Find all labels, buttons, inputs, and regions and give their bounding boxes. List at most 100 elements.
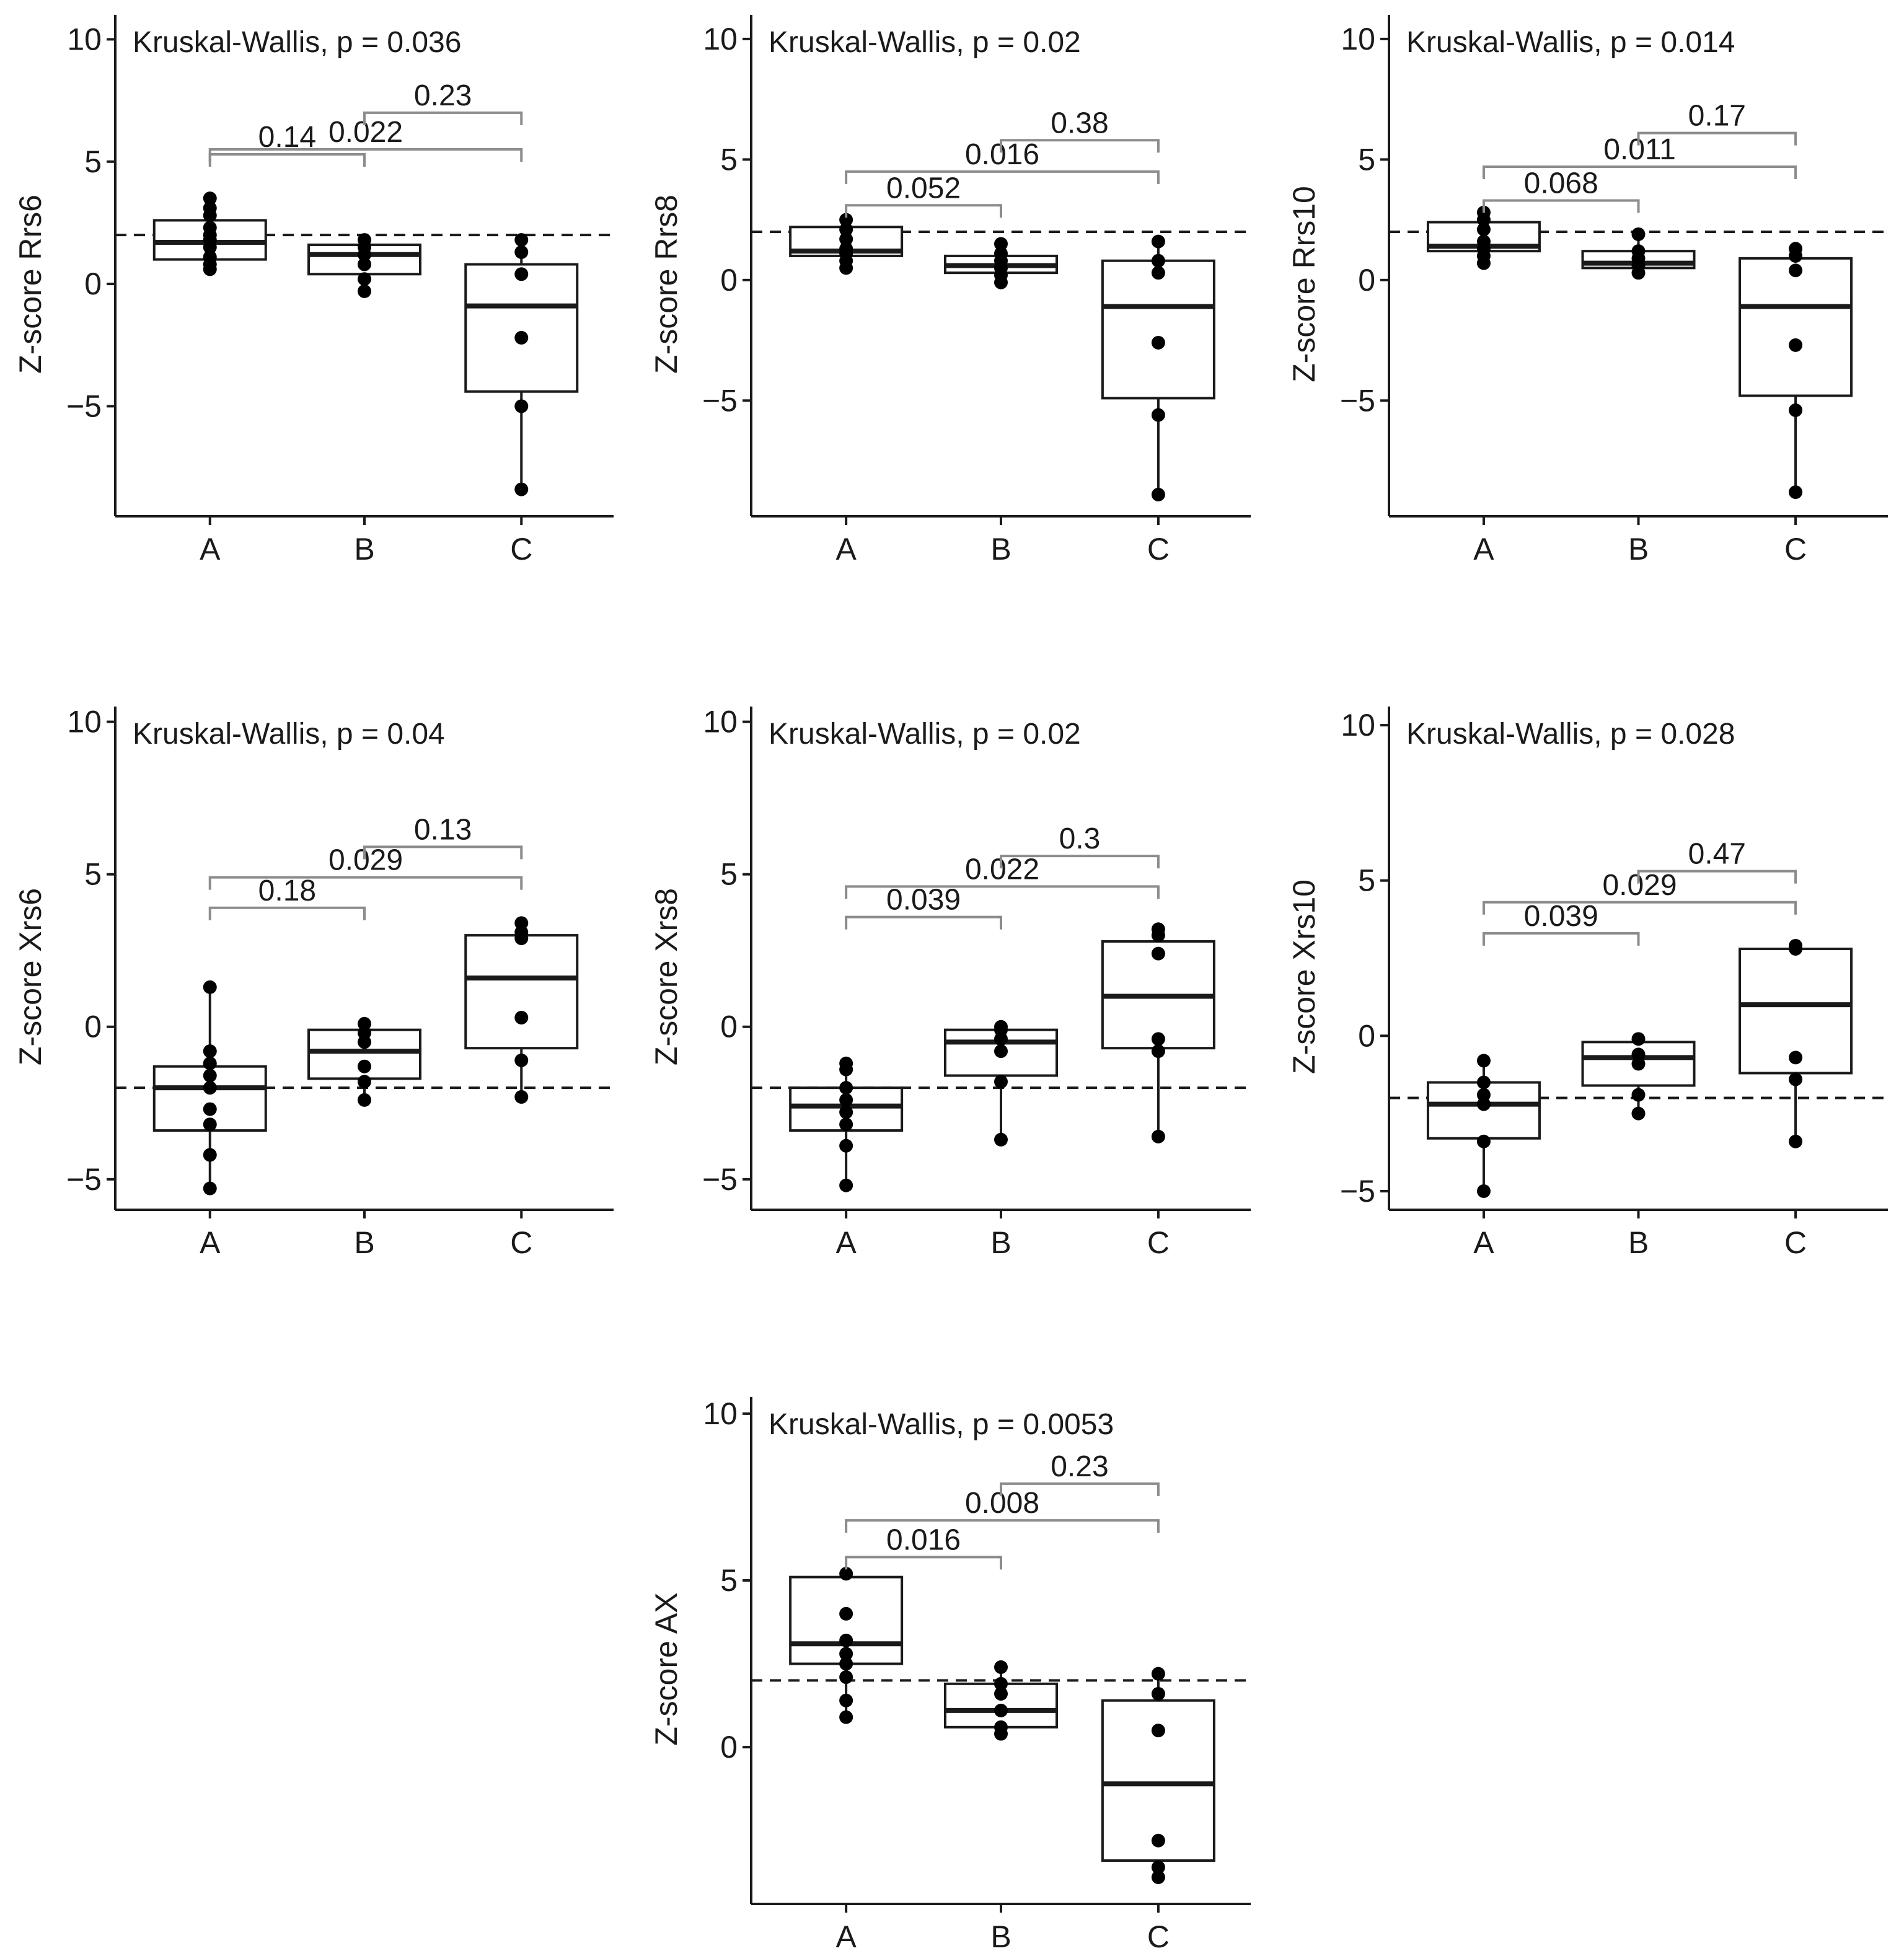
data-point bbox=[514, 399, 529, 413]
y-tick-label: 10 bbox=[703, 1396, 738, 1431]
data-point bbox=[358, 1075, 371, 1089]
data-point bbox=[1151, 234, 1165, 249]
comparison-p-value: 0.068 bbox=[1524, 167, 1598, 200]
data-point bbox=[358, 284, 371, 298]
chart-panel: 0.18 0.029 0.13 −5 0 5 10 A B C Z-score Xrs6 Kruska… bbox=[13, 705, 614, 1260]
data-point bbox=[203, 1102, 217, 1116]
data-point bbox=[839, 222, 853, 237]
data-point bbox=[1631, 1032, 1646, 1046]
comparison-p-value: 0.23 bbox=[414, 79, 472, 112]
data-point bbox=[358, 1093, 371, 1107]
data-point bbox=[839, 1670, 853, 1685]
y-tick-label: 5 bbox=[84, 857, 102, 892]
x-tick-label: A bbox=[200, 1225, 221, 1260]
comparison-p-value: 0.3 bbox=[1059, 822, 1101, 855]
y-tick-label: −5 bbox=[1340, 383, 1375, 418]
comparison-p-value: 0.029 bbox=[328, 844, 403, 877]
chart-title: Kruskal-Wallis, p = 0.028 bbox=[1406, 718, 1735, 751]
data-point bbox=[203, 980, 217, 994]
data-point bbox=[1151, 1667, 1165, 1681]
data-point bbox=[1476, 222, 1491, 237]
x-tick-label: B bbox=[354, 1225, 374, 1260]
comparison-p-value: 0.016 bbox=[886, 1523, 961, 1556]
x-tick-label: C bbox=[510, 1225, 532, 1260]
data-point bbox=[839, 1178, 853, 1192]
data-point bbox=[203, 1044, 217, 1059]
data-point bbox=[358, 233, 371, 247]
y-axis-label: Z-score Rrs6 bbox=[13, 195, 48, 374]
data-point bbox=[1631, 1057, 1646, 1071]
data-point bbox=[994, 237, 1008, 251]
comparison-bracket bbox=[845, 1556, 1002, 1570]
data-point bbox=[1631, 1106, 1646, 1121]
data-point bbox=[839, 1567, 853, 1581]
box bbox=[464, 934, 579, 1050]
data-point bbox=[839, 1647, 853, 1661]
data-point bbox=[514, 267, 529, 281]
data-point bbox=[203, 1068, 217, 1083]
comparison-bracket bbox=[208, 876, 523, 890]
chart-title: Kruskal-Wallis, p = 0.036 bbox=[133, 26, 461, 59]
y-axis-label: Z-score Rrs8 bbox=[649, 195, 684, 374]
comparison-p-value: 0.039 bbox=[1524, 900, 1598, 933]
y-tick-label: 10 bbox=[1341, 708, 1375, 742]
data-point bbox=[839, 1093, 853, 1107]
data-point bbox=[839, 232, 853, 246]
data-point bbox=[1151, 1833, 1165, 1848]
comparison-bracket bbox=[1482, 199, 1640, 213]
comparison-bracket bbox=[845, 915, 1002, 930]
y-tick-label: −5 bbox=[702, 1162, 738, 1197]
data-point bbox=[1151, 253, 1165, 268]
comparison-p-value: 0.039 bbox=[886, 884, 961, 917]
comparison-p-value: 0.022 bbox=[965, 853, 1039, 886]
x-tick-label: A bbox=[835, 1919, 857, 1954]
x-tick-label: C bbox=[1147, 1225, 1170, 1260]
data-point bbox=[1151, 1032, 1165, 1046]
box bbox=[1101, 259, 1215, 400]
data-point bbox=[1789, 485, 1803, 500]
x-tick-label: B bbox=[1628, 1225, 1649, 1260]
y-tick-label: 0 bbox=[1358, 1018, 1375, 1053]
comparison-bracket bbox=[1000, 139, 1160, 153]
data-point bbox=[203, 1056, 217, 1070]
comparison-p-value: 0.17 bbox=[1688, 100, 1746, 133]
comparison-p-value: 0.38 bbox=[1051, 107, 1108, 139]
x-tick-label: C bbox=[1147, 1919, 1170, 1954]
data-point bbox=[1789, 338, 1803, 352]
comparison-bracket bbox=[1482, 932, 1640, 946]
x-tick-label: B bbox=[990, 532, 1011, 566]
y-tick-label: 5 bbox=[84, 144, 102, 179]
y-tick-label: 5 bbox=[720, 142, 738, 177]
data-point bbox=[1789, 403, 1803, 417]
chart-title: Kruskal-Wallis, p = 0.02 bbox=[769, 718, 1081, 751]
y-axis-label: Z-score AX bbox=[649, 1592, 684, 1745]
y-tick-label: 10 bbox=[67, 22, 102, 56]
y-tick-label: 0 bbox=[720, 1010, 738, 1044]
comparison-bracket bbox=[845, 170, 1160, 184]
data-point bbox=[358, 1016, 371, 1031]
chart-title: Kruskal-Wallis, p = 0.014 bbox=[1406, 26, 1735, 59]
y-axis-label: Z-score Xrs6 bbox=[13, 888, 48, 1065]
comparison-bracket bbox=[363, 111, 523, 125]
data-point bbox=[514, 330, 529, 345]
comparison-bracket bbox=[1637, 870, 1797, 884]
y-tick-label: 10 bbox=[1341, 22, 1375, 56]
x-tick-label: A bbox=[1473, 532, 1494, 566]
data-point bbox=[839, 1056, 853, 1070]
data-point bbox=[1151, 408, 1165, 422]
data-point bbox=[1631, 244, 1646, 258]
box bbox=[1739, 257, 1853, 397]
data-point bbox=[839, 1139, 853, 1153]
data-point bbox=[358, 257, 371, 271]
x-tick-label: B bbox=[1628, 532, 1649, 566]
comparison-p-value: 0.029 bbox=[1602, 869, 1677, 902]
comparison-bracket bbox=[845, 885, 1160, 899]
comparison-bracket bbox=[208, 906, 366, 920]
data-point bbox=[1476, 1184, 1491, 1198]
data-point bbox=[839, 1081, 853, 1095]
data-point bbox=[1631, 1088, 1646, 1102]
data-point bbox=[1789, 1134, 1803, 1148]
